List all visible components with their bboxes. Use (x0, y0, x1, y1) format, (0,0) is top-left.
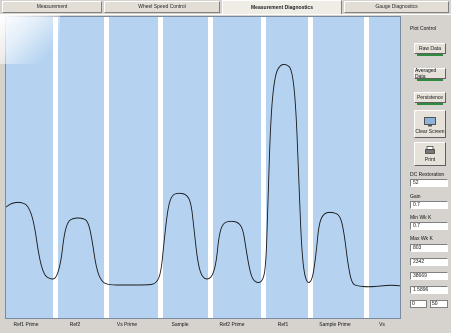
plot-stripe-2 (104, 17, 109, 318)
print-button[interactable]: Print (414, 142, 446, 166)
x-label-ref2: Ref2 (69, 322, 81, 328)
tab-gauge-diagnostics[interactable]: Gauge Diagnostics (344, 1, 449, 13)
x-label-sample: Sample (171, 322, 189, 328)
x-label-ref1-prime: Ref1 Prime (13, 322, 39, 328)
plot-stripe-7 (364, 17, 369, 318)
x-axis-labels: Ref1 Prime Ref2 Vs Prime Sample Ref2 Pri… (5, 320, 401, 332)
plot-stripe-5 (261, 17, 266, 318)
x-label-ref2-prime: Ref2 Prime (219, 322, 245, 328)
min-wk-field[interactable]: 0.7 (410, 222, 448, 230)
plot-stripe-3 (158, 17, 163, 318)
waveform-svg (6, 17, 400, 318)
range-min-field[interactable]: 0 (410, 300, 427, 308)
print-label: Print (424, 157, 436, 163)
waveform-trace (6, 63, 400, 288)
range-max-field[interactable]: 50 (430, 300, 448, 308)
averaged-data-button[interactable]: Averaged Data (414, 68, 446, 81)
readout-field-b[interactable]: 2342 (410, 258, 448, 266)
tab-measurement[interactable]: Measurement (2, 1, 102, 13)
plot-control-title: Plot Control (410, 26, 437, 32)
readout-field-a[interactable]: 803 (410, 244, 448, 252)
tab-measurement-diagnostics[interactable]: Measurement Diagnostics (222, 0, 342, 14)
printer-icon (425, 146, 435, 154)
tab-wheel-speed-control[interactable]: Wheel Speed Control (104, 1, 220, 13)
dc-restoration-field[interactable]: 52 (410, 179, 448, 187)
min-wk-label: Min Wk K (410, 215, 432, 221)
clear-screen-label: Clear Screen (415, 129, 445, 135)
max-wk-label: Max Wk K (410, 236, 433, 242)
plot-stripe-1 (53, 17, 58, 318)
waveform-plot (5, 16, 401, 319)
readout-field-c[interactable]: 38669 (410, 272, 448, 280)
monitor-icon (424, 117, 436, 127)
gain-field[interactable]: 0.7 (410, 201, 448, 209)
dc-restoration-label: DC Restoration (410, 172, 445, 178)
readout-field-d[interactable]: 1 5896 (410, 286, 448, 294)
x-label-vs-prime: Vs Prime (116, 322, 138, 328)
x-label-vs: Vs (379, 322, 385, 328)
clear-screen-button[interactable]: Clear Screen (414, 110, 446, 138)
plot-control-panel: Plot Control Raw Data Averaged Data Pers… (404, 16, 450, 332)
plot-stripe-4 (208, 17, 213, 318)
plot-stripes (53, 17, 369, 318)
x-label-sample-prime: Sample Prime (319, 322, 351, 328)
gain-label: Gain (410, 194, 421, 200)
tab-bar: Measurement Wheel Speed Control Measurem… (0, 0, 451, 14)
raw-data-button[interactable]: Raw Data (414, 43, 446, 56)
plot-stripe-6 (308, 17, 313, 318)
persistence-button[interactable]: Persistence (414, 92, 446, 105)
x-label-ref1: Ref1 (277, 322, 289, 328)
